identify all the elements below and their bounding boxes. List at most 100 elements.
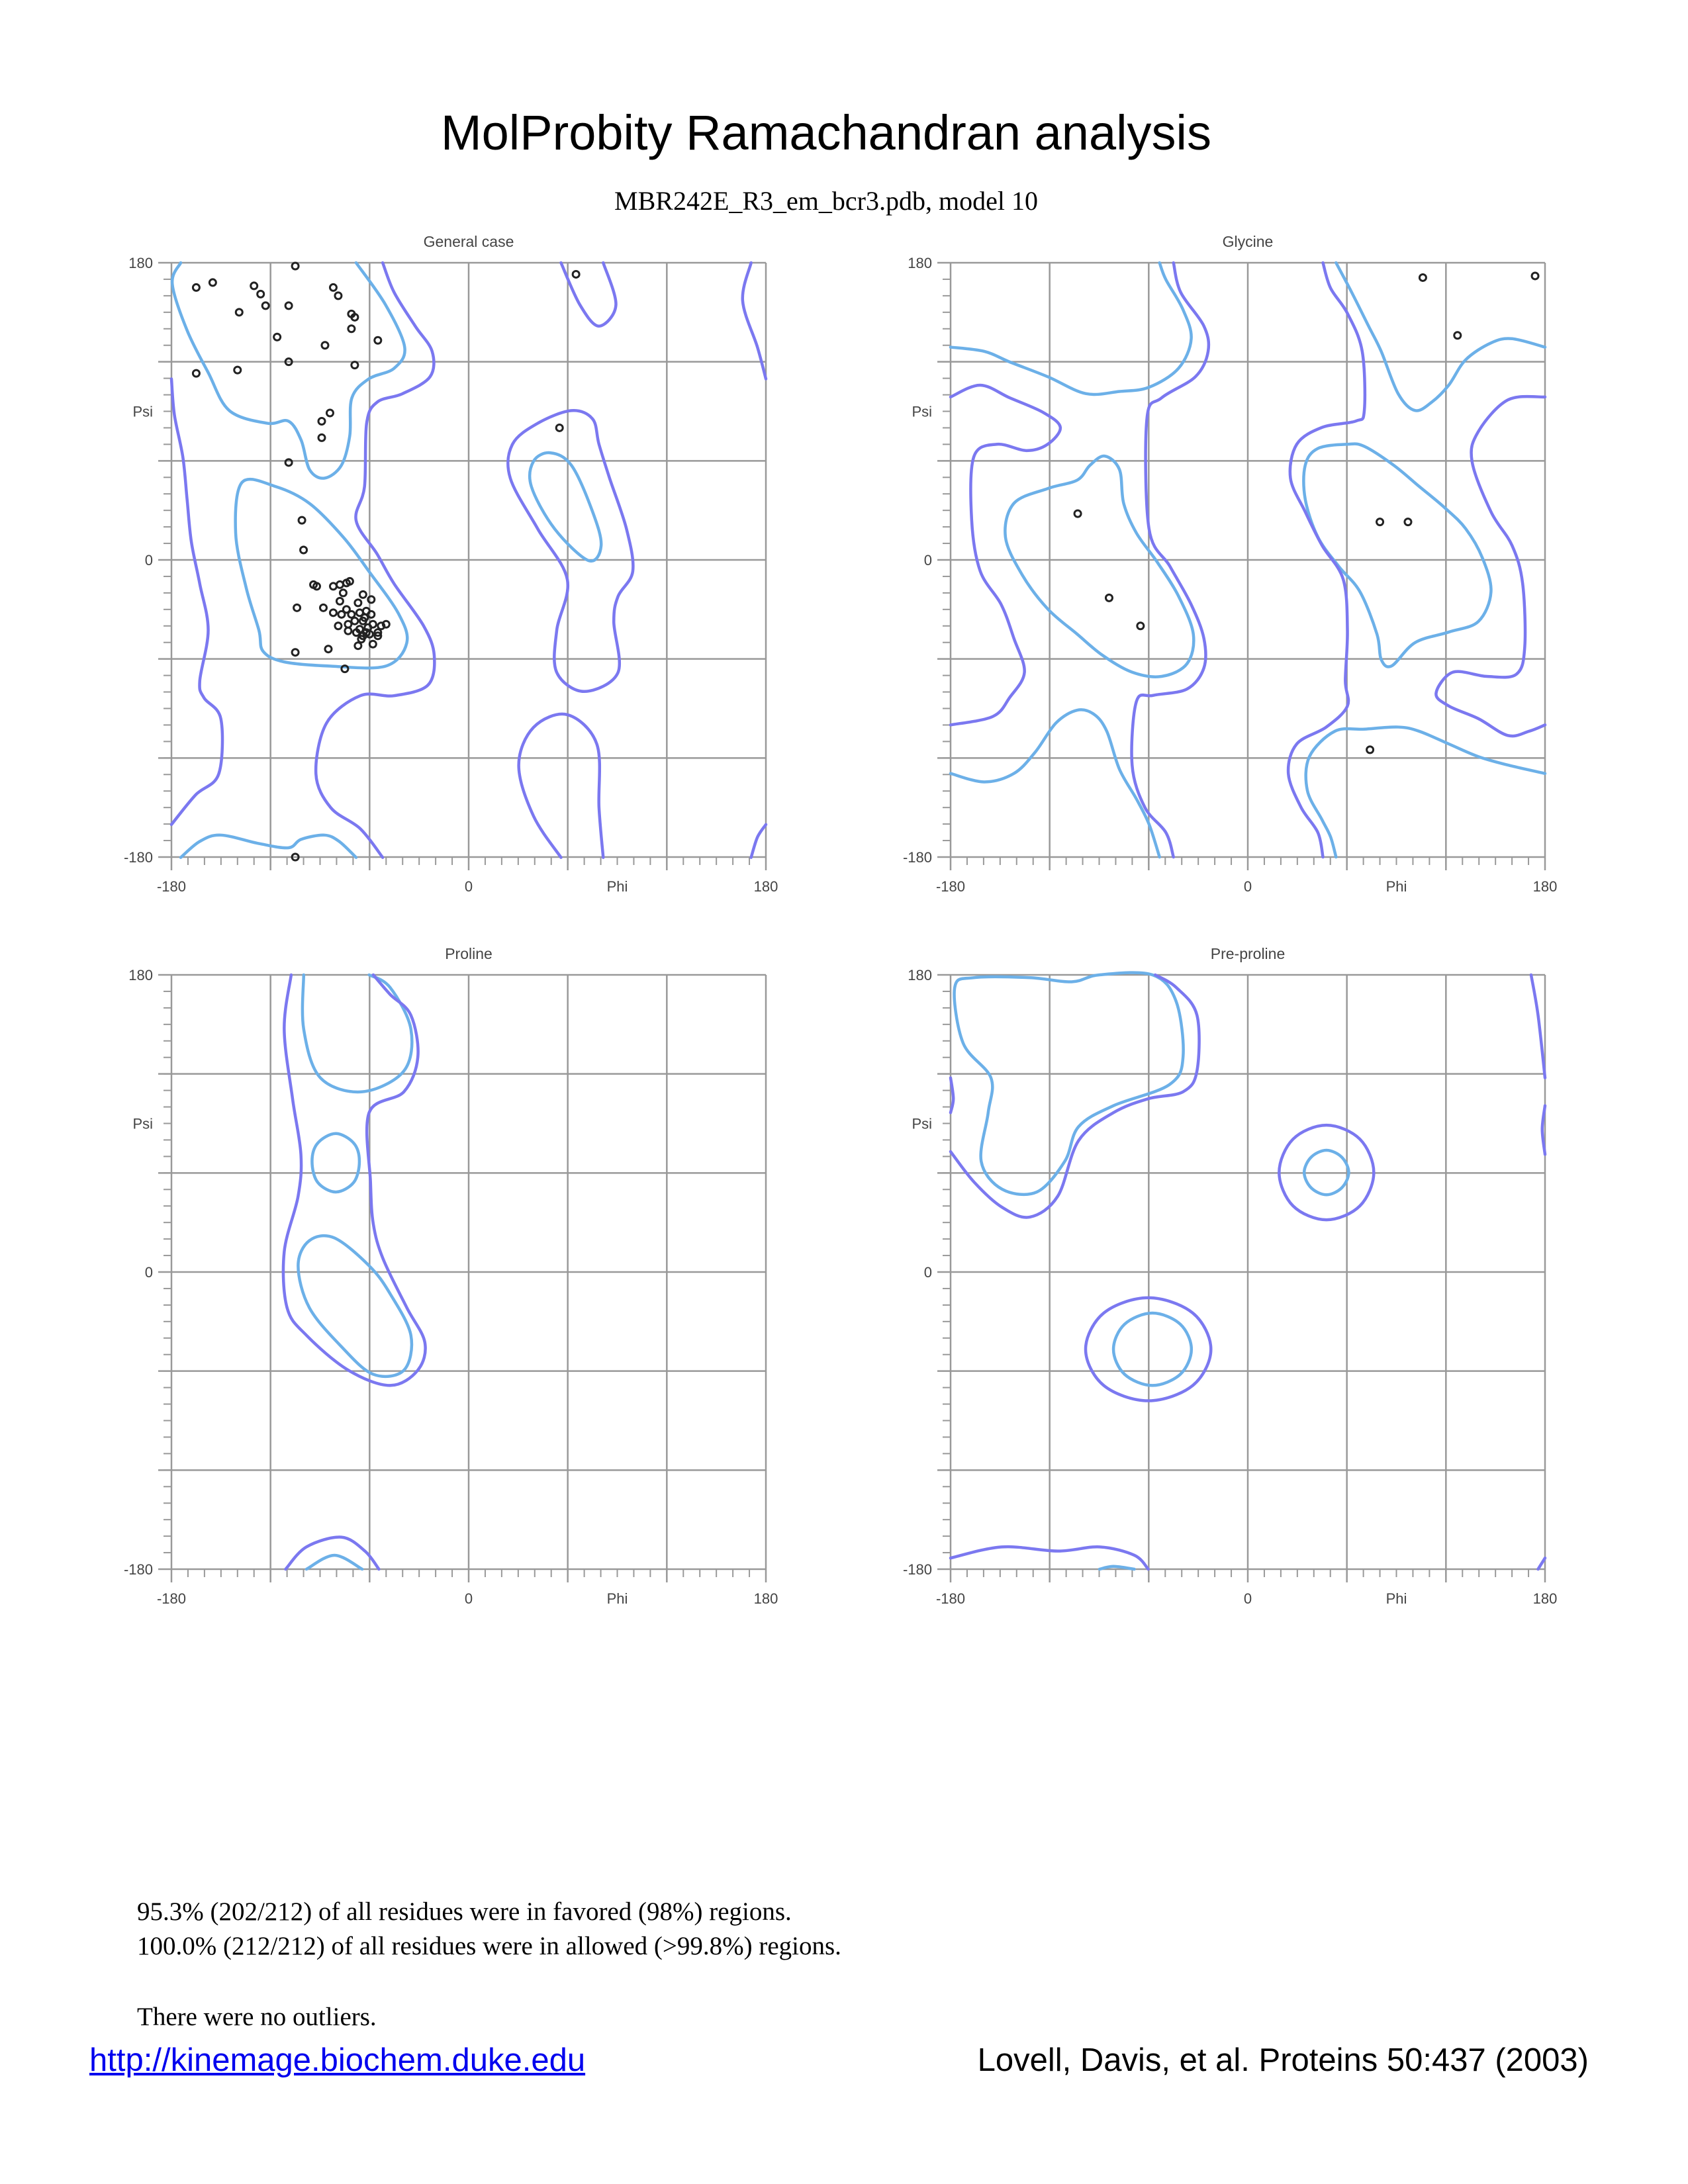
plot-title: Proline bbox=[445, 945, 492, 962]
y-tick-label: 180 bbox=[908, 255, 932, 271]
residue-point bbox=[317, 416, 326, 426]
residue-point bbox=[367, 610, 376, 619]
favored-contour bbox=[951, 263, 1192, 394]
residue-point bbox=[1073, 509, 1082, 518]
favored-contour bbox=[1336, 263, 1545, 411]
residue-point bbox=[347, 610, 356, 619]
plot-general-case: General case 180 0 -180 Psi -180 0 180 Phi bbox=[124, 233, 778, 895]
contour-group bbox=[171, 263, 766, 858]
allowed-contour bbox=[951, 385, 1060, 725]
residue-point bbox=[360, 613, 369, 622]
residue-point bbox=[324, 645, 333, 654]
y-tick-label: -180 bbox=[124, 849, 153, 866]
residue-point bbox=[1366, 745, 1375, 754]
y-axis-label: Psi bbox=[912, 1116, 932, 1132]
residue-point bbox=[273, 332, 282, 341]
allowed-contour bbox=[283, 975, 426, 1385]
y-axis-label: Psi bbox=[132, 1116, 153, 1132]
residue-point bbox=[335, 596, 344, 606]
residue-point bbox=[345, 576, 354, 586]
allowed-contour bbox=[751, 825, 766, 858]
residue-point bbox=[291, 852, 300, 862]
allowed-contour bbox=[316, 263, 434, 858]
y-tick-label: 180 bbox=[908, 967, 932, 983]
favored-contour bbox=[298, 1236, 412, 1377]
page-title: MolProbity Ramachandran analysis bbox=[441, 105, 1211, 160]
residue-point bbox=[261, 301, 270, 310]
residue-point bbox=[368, 639, 377, 649]
residue-point bbox=[334, 621, 343, 631]
y-tick-label: 180 bbox=[128, 255, 153, 271]
residue-point bbox=[1453, 331, 1462, 340]
allowed-contour bbox=[1086, 1298, 1211, 1401]
allowed-contour bbox=[1531, 975, 1545, 1078]
allowed-contour bbox=[1132, 263, 1209, 857]
favored-contour bbox=[955, 973, 1184, 1195]
y-tick-label: 0 bbox=[924, 1264, 932, 1281]
kinemage-link[interactable]: http://kinemage.biochem.duke.edu bbox=[89, 2042, 586, 2078]
allowed-summary: 100.0% (212/212) of all residues were in… bbox=[137, 1932, 841, 1960]
residue-point bbox=[353, 641, 363, 651]
plot-title: Glycine bbox=[1223, 233, 1274, 250]
y-tick-label: -180 bbox=[903, 1561, 932, 1578]
contour-group bbox=[951, 973, 1545, 1569]
allowed-contour bbox=[519, 714, 604, 858]
plot-title: General case bbox=[424, 233, 514, 250]
x-tick-label: 0 bbox=[465, 878, 473, 895]
residue-point bbox=[373, 628, 383, 637]
favored-contour bbox=[951, 709, 1160, 857]
residue-point bbox=[337, 610, 346, 619]
residue-point bbox=[284, 301, 293, 310]
residue-point bbox=[208, 278, 217, 287]
x-axis-label: Phi bbox=[1386, 1590, 1407, 1607]
allowed-contour bbox=[743, 263, 766, 379]
x-tick-label: 0 bbox=[1244, 878, 1252, 895]
residue-point bbox=[293, 603, 302, 612]
residue-point bbox=[340, 664, 350, 674]
residue-point bbox=[350, 361, 359, 370]
y-axis-label: Psi bbox=[132, 404, 153, 420]
allowed-contour bbox=[951, 1547, 1149, 1569]
residue-point bbox=[1376, 518, 1385, 527]
residue-point bbox=[191, 369, 201, 378]
residue-point bbox=[571, 269, 581, 279]
y-tick-label: 180 bbox=[128, 967, 153, 983]
allowed-contour bbox=[1538, 1558, 1545, 1569]
plot-title: Pre-proline bbox=[1211, 945, 1286, 962]
allowed-contour bbox=[1436, 396, 1545, 736]
residue-point bbox=[284, 458, 293, 467]
favored-contour bbox=[1113, 1313, 1192, 1385]
favored-contour bbox=[530, 453, 601, 561]
residue-point bbox=[373, 336, 383, 345]
citation: Lovell, Davis, et al. Proteins 50:437 (2… bbox=[977, 2042, 1589, 2078]
residue-point bbox=[352, 628, 361, 637]
allowed-contour bbox=[1288, 263, 1365, 857]
outliers-summary: There were no outliers. bbox=[137, 2003, 377, 2031]
x-tick-label: 180 bbox=[1533, 878, 1558, 895]
favored-contour bbox=[306, 1555, 362, 1569]
residue-point bbox=[350, 312, 359, 322]
allowed-contour bbox=[1542, 1106, 1545, 1155]
allowed-contour bbox=[171, 379, 222, 825]
residue-point bbox=[191, 283, 201, 292]
residue-point bbox=[325, 408, 334, 418]
x-axis-label: Phi bbox=[607, 1590, 628, 1607]
residue-point bbox=[1418, 273, 1427, 282]
residue-point bbox=[233, 365, 242, 375]
contour-group bbox=[283, 975, 426, 1569]
favored-contour bbox=[1303, 444, 1491, 667]
residue-point bbox=[256, 289, 265, 298]
residue-point bbox=[297, 516, 306, 525]
y-tick-label: -180 bbox=[903, 849, 932, 866]
favored-contour bbox=[1304, 1150, 1348, 1195]
residue-point bbox=[367, 595, 376, 604]
residue-point bbox=[284, 357, 293, 367]
residue-point bbox=[317, 433, 326, 442]
x-tick-label: -180 bbox=[936, 878, 965, 895]
x-tick-label: 180 bbox=[1533, 1590, 1558, 1607]
residue-point bbox=[381, 619, 391, 629]
x-tick-label: -180 bbox=[157, 1590, 186, 1607]
residue-point bbox=[1136, 621, 1145, 631]
residue-point bbox=[1104, 593, 1113, 602]
favored-summary: 95.3% (202/212) of all residues were in … bbox=[137, 1897, 792, 1926]
